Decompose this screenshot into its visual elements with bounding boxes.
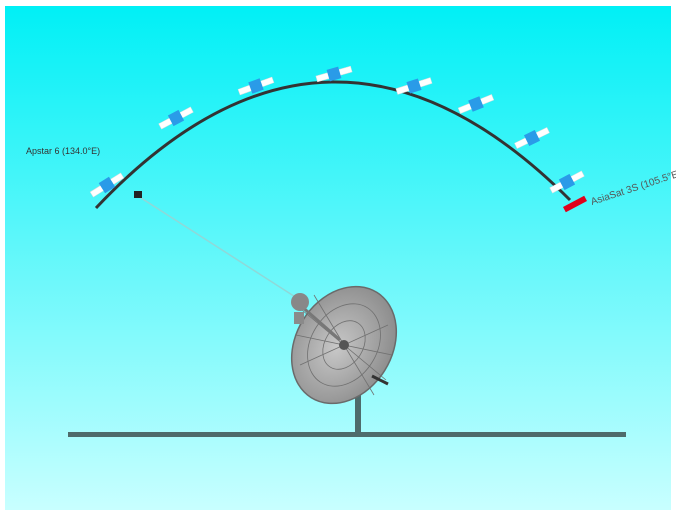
satellite-dish bbox=[290, 285, 398, 405]
satellite bbox=[514, 127, 550, 149]
pointing-target-marker bbox=[134, 191, 142, 198]
satellite bbox=[89, 172, 125, 198]
satellite bbox=[237, 76, 275, 96]
satellite bbox=[315, 65, 353, 83]
ground-line bbox=[68, 432, 626, 437]
satellite bbox=[395, 77, 433, 95]
sky-background bbox=[5, 6, 671, 510]
highlight-marker bbox=[562, 195, 588, 213]
dish-pole bbox=[355, 380, 361, 434]
orbit-arc bbox=[94, 80, 572, 210]
first-satellite-label: Apstar 6 (134.0°E) bbox=[26, 146, 100, 156]
satellite bbox=[457, 94, 495, 114]
feed-horn bbox=[291, 293, 341, 342]
dish-support-arm bbox=[371, 374, 389, 386]
pointing-line bbox=[137, 195, 301, 301]
satellite bbox=[158, 106, 194, 130]
satellite bbox=[549, 170, 585, 194]
